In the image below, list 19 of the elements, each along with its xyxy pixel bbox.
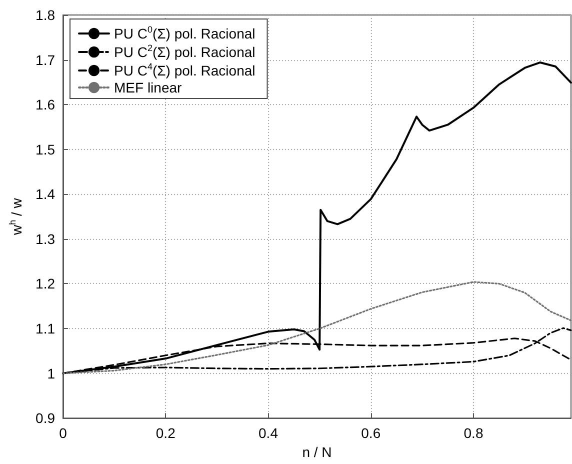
y-tick-label: 1 [47,365,56,382]
y-tick-label: 1.2 [36,276,56,292]
y-tick-label: 1.5 [36,141,56,158]
y-tick-label: 1.3 [36,230,56,247]
y-axis-title: wh / w [8,197,24,236]
y-tick-label: 1.6 [36,96,56,113]
y-tick-label: 1.7 [36,52,56,68]
y-tick-label: 1.8 [36,7,56,23]
x-tick-label: 0.8 [464,425,484,442]
x-tick-label: 0.4 [258,425,278,442]
x-tick-label: 0.6 [361,425,381,442]
y-tick-label: 1.4 [36,186,56,202]
line-series [62,281,572,374]
y-tick-label: 1.1 [36,320,56,337]
x-axis-title: n / N [302,444,332,460]
x-tick-label: 0.2 [156,425,176,442]
legend-label: MEF linear [114,80,182,96]
y-tick-label: 0.9 [36,410,56,426]
x-tick-label: 0 [59,425,68,442]
